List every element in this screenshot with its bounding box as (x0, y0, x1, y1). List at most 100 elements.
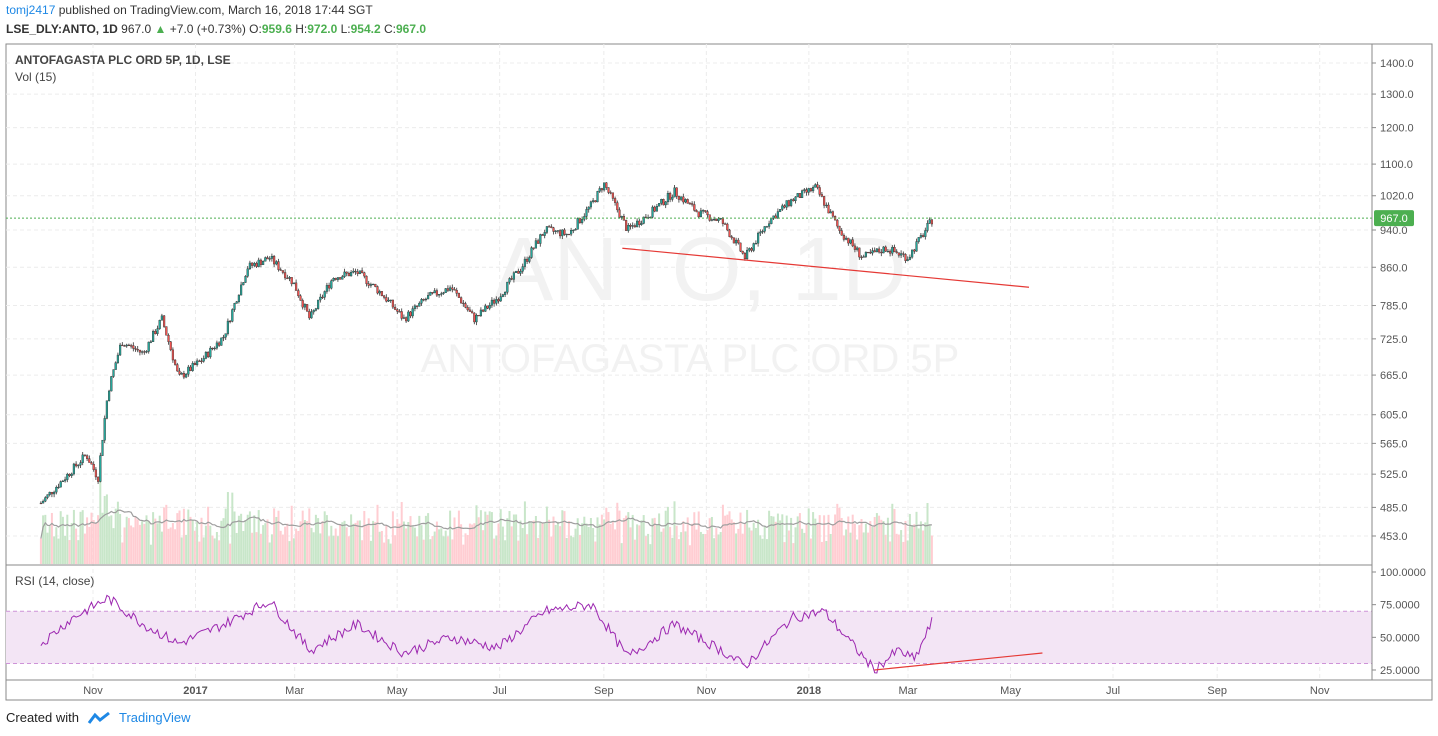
candle-body (684, 199, 687, 203)
candle-body (759, 231, 762, 234)
volume-bar (297, 530, 300, 564)
volume-bar (475, 505, 478, 564)
volume-bar (882, 521, 885, 564)
candle-body (776, 211, 780, 219)
volume-bar (761, 538, 764, 564)
candle-body (508, 278, 511, 283)
candle-body (319, 296, 322, 301)
candle-body (730, 236, 733, 239)
volume-bar (537, 537, 540, 564)
volume-bar (152, 512, 155, 564)
volume-bar (550, 536, 553, 564)
candle-body (911, 249, 914, 258)
volume-bar (301, 510, 304, 564)
volume-bar (66, 514, 69, 564)
volume-bar (526, 534, 529, 564)
candle-body (108, 390, 111, 401)
candle-body (658, 203, 661, 207)
candle-body (900, 253, 903, 256)
volume-bar (218, 540, 221, 564)
candle-body (440, 293, 443, 295)
volume-bar (198, 541, 201, 564)
volume-bar (893, 508, 896, 564)
candle-body (611, 192, 615, 199)
candle-body (757, 232, 760, 244)
candle-body (149, 341, 153, 343)
candle-body (554, 230, 557, 232)
candle-body (521, 266, 524, 272)
volume-bar (818, 515, 821, 564)
volume-bar (103, 495, 106, 564)
candle-body (587, 206, 590, 210)
candle-body (286, 277, 289, 279)
candle-body (471, 311, 474, 314)
candle-body (490, 299, 494, 306)
watermark: ANTO, 1D ANTOFAGASTA PLC ORD 5P (421, 220, 960, 381)
volume-bar (191, 520, 194, 564)
volume-bar (354, 522, 357, 564)
ohlc-low-label: L: (340, 22, 351, 36)
volume-bar (851, 514, 854, 564)
candle-body (339, 277, 342, 280)
candle-body (836, 219, 839, 227)
volume-bar (801, 528, 804, 564)
candle-body (576, 218, 579, 230)
candle-body (893, 247, 896, 252)
price-tick-label: 1200.0 (1380, 123, 1414, 135)
volume-bar (717, 534, 720, 564)
volume-bar (413, 527, 416, 564)
volume-bar (224, 508, 227, 564)
rsi-tick-label: 25.0000 (1380, 665, 1420, 677)
volume-bar (765, 539, 768, 564)
candle-body (493, 299, 496, 304)
volume-bar (372, 520, 375, 564)
author-link[interactable]: tomj2417 (6, 3, 56, 17)
volume-bar (840, 517, 843, 564)
candle-body (376, 286, 379, 294)
volume-bar (574, 528, 577, 564)
volume-bar (110, 515, 113, 564)
volume-bar (215, 532, 218, 564)
candle-body (783, 205, 786, 208)
volume-bar (831, 524, 834, 564)
volume-bar (605, 507, 608, 564)
candle-body (253, 263, 256, 266)
candle-body (81, 454, 84, 463)
tradingview-logo-icon[interactable] (87, 711, 111, 725)
time-tick-label: Jul (1106, 685, 1120, 697)
candle-body (803, 189, 806, 191)
volume-bar (57, 538, 60, 564)
candle-body (116, 354, 120, 363)
volume-bar (330, 525, 333, 564)
volume-bar (836, 503, 839, 564)
volume-bar (323, 511, 326, 564)
tradingview-brand-link[interactable]: TradingView (118, 710, 191, 725)
candle-body (79, 462, 82, 466)
volume-bar (121, 542, 124, 564)
volume-bar (873, 517, 876, 564)
volume-bar (253, 515, 256, 564)
candle-body (787, 200, 791, 206)
time-axis: Nov 2017 Mar May Jul Sep Nov 2018 Mar May Jul Sep No… (83, 685, 1330, 697)
candle-body (930, 219, 934, 225)
volume-bar (284, 526, 287, 564)
volume-bar (83, 533, 86, 564)
candle-body (405, 317, 408, 322)
volume-bar (871, 527, 874, 564)
volume-bar (653, 517, 656, 564)
volume-bar (361, 540, 364, 564)
candle-body (902, 253, 905, 255)
candle-body (882, 246, 885, 254)
candle-body (191, 362, 194, 371)
volume-bar (600, 514, 603, 564)
candle-body (761, 231, 764, 233)
candle-body (255, 263, 258, 267)
candle-body (715, 218, 718, 221)
last-price: 967.0 (121, 22, 152, 36)
volume-bar (798, 513, 801, 564)
volume-bar (383, 542, 386, 564)
candle-body (367, 283, 370, 286)
candle-body (429, 292, 432, 296)
volume-bar (451, 539, 454, 564)
